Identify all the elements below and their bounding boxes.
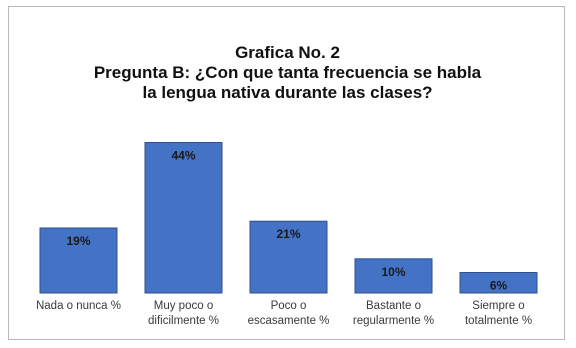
bar-chart: 19% 44% 21% 10% 6% Nada o nunca % Muy poco o d… [36, 142, 538, 327]
bar-labels-group: 19% 44% 21% 10% 6% [66, 149, 507, 293]
bar-3 [354, 258, 433, 294]
bar-value-label-4: 6% [490, 279, 508, 293]
category-label-1-line-1: dificilmente % [148, 315, 219, 327]
bar-1 [144, 142, 223, 294]
bar-value-label-0: 19% [66, 234, 90, 248]
bar-value-label-1: 44% [171, 149, 195, 163]
bar-value-label-2: 21% [276, 227, 300, 241]
category-labels-group: Nada o nunca % Muy poco o dificilmente % Po… [36, 300, 532, 327]
category-label-2-line-0: Poco o [271, 300, 307, 312]
category-label-3-line-0: Bastante o [366, 300, 421, 312]
category-label-2-line-1: escasamente % [248, 315, 330, 327]
category-label-1-line-0: Muy poco o [154, 300, 213, 312]
chart-subtitle-line-1: Pregunta B: ¿Con que tanta frecuencia se… [93, 63, 482, 82]
bars-group [39, 142, 538, 294]
bar-4 [459, 272, 538, 294]
bar-0 [39, 227, 118, 294]
chart-title: Grafica No. 2 [235, 43, 340, 62]
category-label-0-line-0: Nada o nunca % [36, 300, 121, 312]
chart-subtitle-line-2: la lengua nativa durante las clases? [142, 83, 433, 102]
category-label-4-line-0: Siempre o [472, 300, 524, 312]
bar-2 [249, 220, 328, 294]
category-label-3-line-1: regularmente % [353, 315, 434, 327]
bar-value-label-3: 10% [381, 265, 405, 279]
category-label-4-line-1: totalmente % [465, 315, 532, 327]
